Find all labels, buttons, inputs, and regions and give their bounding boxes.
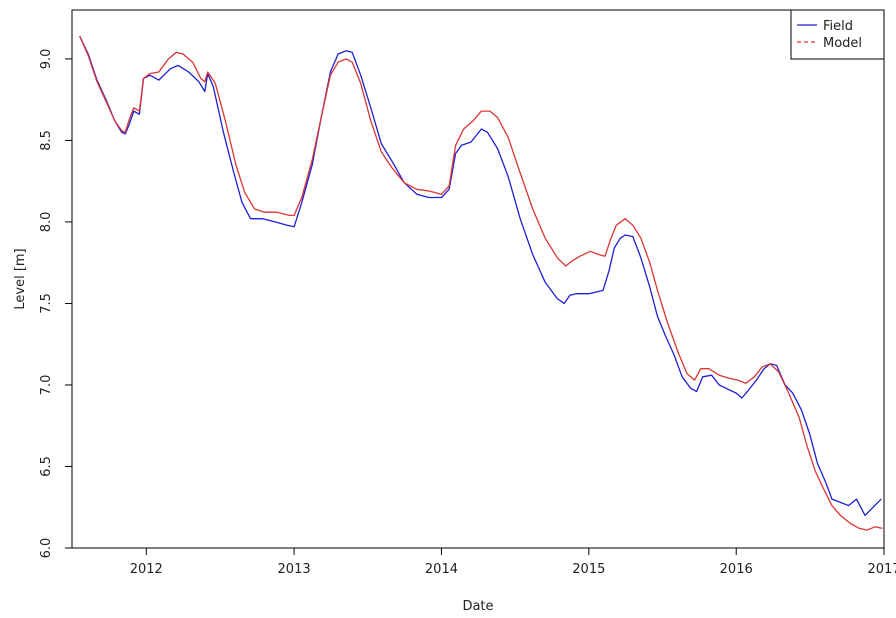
- legend-label-model: Model: [823, 36, 862, 51]
- y-tick-label: 8.0: [39, 212, 54, 233]
- y-tick-label: 9.0: [39, 49, 54, 70]
- series-line-model: [79, 35, 883, 531]
- legend: Field Model: [790, 9, 885, 60]
- y-axis-title: Level [m]: [13, 248, 28, 309]
- x-tick-label: 2015: [572, 562, 605, 577]
- y-tick-label: 6.0: [39, 538, 54, 559]
- y-axis: 6.0 6.5 7.0 7.5 8.0 8.5 9.0: [39, 49, 72, 559]
- legend-label-field: Field: [823, 19, 853, 34]
- legend-box: [790, 9, 885, 60]
- series-layer: [79, 35, 883, 531]
- x-tick-label: 2017: [867, 562, 896, 577]
- x-tick-label: 2016: [720, 562, 753, 577]
- y-tick-label: 6.5: [39, 456, 54, 477]
- x-tick-label: 2013: [278, 562, 311, 577]
- y-tick-label: 7.0: [39, 375, 54, 396]
- x-tick-label: 2012: [130, 562, 163, 577]
- y-tick-label: 7.5: [39, 293, 54, 314]
- x-tick-label: 2014: [425, 562, 458, 577]
- series-line-field: [79, 35, 882, 517]
- x-axis-title: Date: [462, 599, 493, 614]
- plot-frame: [71, 9, 885, 549]
- y-tick-label: 8.5: [39, 130, 54, 151]
- x-axis: 2012 2013 2014 2015 2016 2017: [130, 548, 896, 577]
